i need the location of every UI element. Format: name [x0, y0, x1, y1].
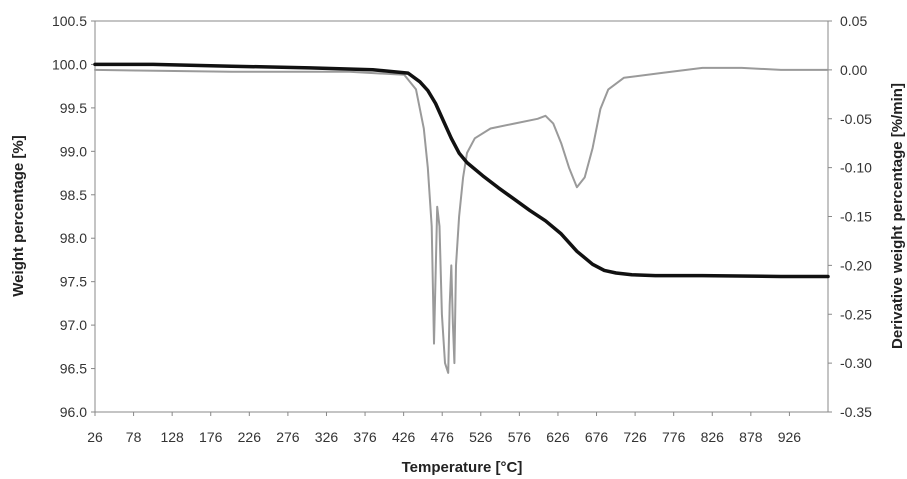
y2-tick-label: -0.05 — [840, 111, 872, 127]
x-tick-label: 526 — [469, 429, 493, 445]
y-tick-label: 100.0 — [52, 56, 87, 72]
x-tick-label: 128 — [160, 429, 184, 445]
y-tick-label: 96.5 — [60, 361, 87, 377]
x-tick-label: 426 — [392, 429, 416, 445]
y-axis-title: Weight percentage [%] — [10, 135, 27, 296]
y-tick-label: 96.0 — [60, 404, 87, 420]
y-tick-label: 98.0 — [60, 230, 87, 246]
x-tick-label: 226 — [238, 429, 262, 445]
x-tick-label: 176 — [199, 429, 223, 445]
x-axis-title: Temperature [°C] — [402, 459, 523, 476]
y2-axis-title: Derivative weight percentage [%/min] — [889, 83, 906, 349]
y2-tick-label: -0.10 — [840, 160, 872, 176]
x-tick-label: 878 — [739, 429, 763, 445]
x-tick-label: 276 — [276, 429, 300, 445]
y2-tick-label: -0.35 — [840, 404, 872, 420]
y-tick-label: 97.5 — [60, 274, 87, 290]
y2-tick-label: -0.15 — [840, 209, 872, 225]
x-tick-label: 576 — [508, 429, 532, 445]
weight-percentage-line — [93, 62, 830, 279]
y-tick-label: 100.5 — [52, 13, 87, 29]
y2-tick-label: -0.25 — [840, 306, 872, 322]
derivative-weight-line — [94, 66, 829, 374]
x-tick-label: 78 — [126, 429, 142, 445]
x-tick-label: 776 — [662, 429, 686, 445]
y2-tick-label: -0.20 — [840, 257, 872, 273]
y2-tick-label: -0.30 — [840, 355, 872, 371]
y-tick-label: 98.5 — [60, 187, 87, 203]
x-tick-label: 376 — [353, 429, 377, 445]
x-tick-label: 826 — [701, 429, 725, 445]
y-tick-label: 99.0 — [60, 143, 87, 159]
x-tick-label: 726 — [623, 429, 647, 445]
x-tick-label: 676 — [585, 429, 609, 445]
x-tick-label: 26 — [87, 429, 103, 445]
y2-tick-label: 0.05 — [840, 13, 867, 29]
y-tick-label: 97.0 — [60, 317, 87, 333]
y-tick-label: 99.5 — [60, 100, 87, 116]
x-tick-label: 626 — [546, 429, 570, 445]
x-tick-label: 476 — [431, 429, 455, 445]
x-tick-label: 926 — [778, 429, 802, 445]
y2-tick-label: 0.00 — [840, 62, 867, 78]
x-tick-label: 326 — [315, 429, 339, 445]
plot-area — [94, 20, 829, 413]
